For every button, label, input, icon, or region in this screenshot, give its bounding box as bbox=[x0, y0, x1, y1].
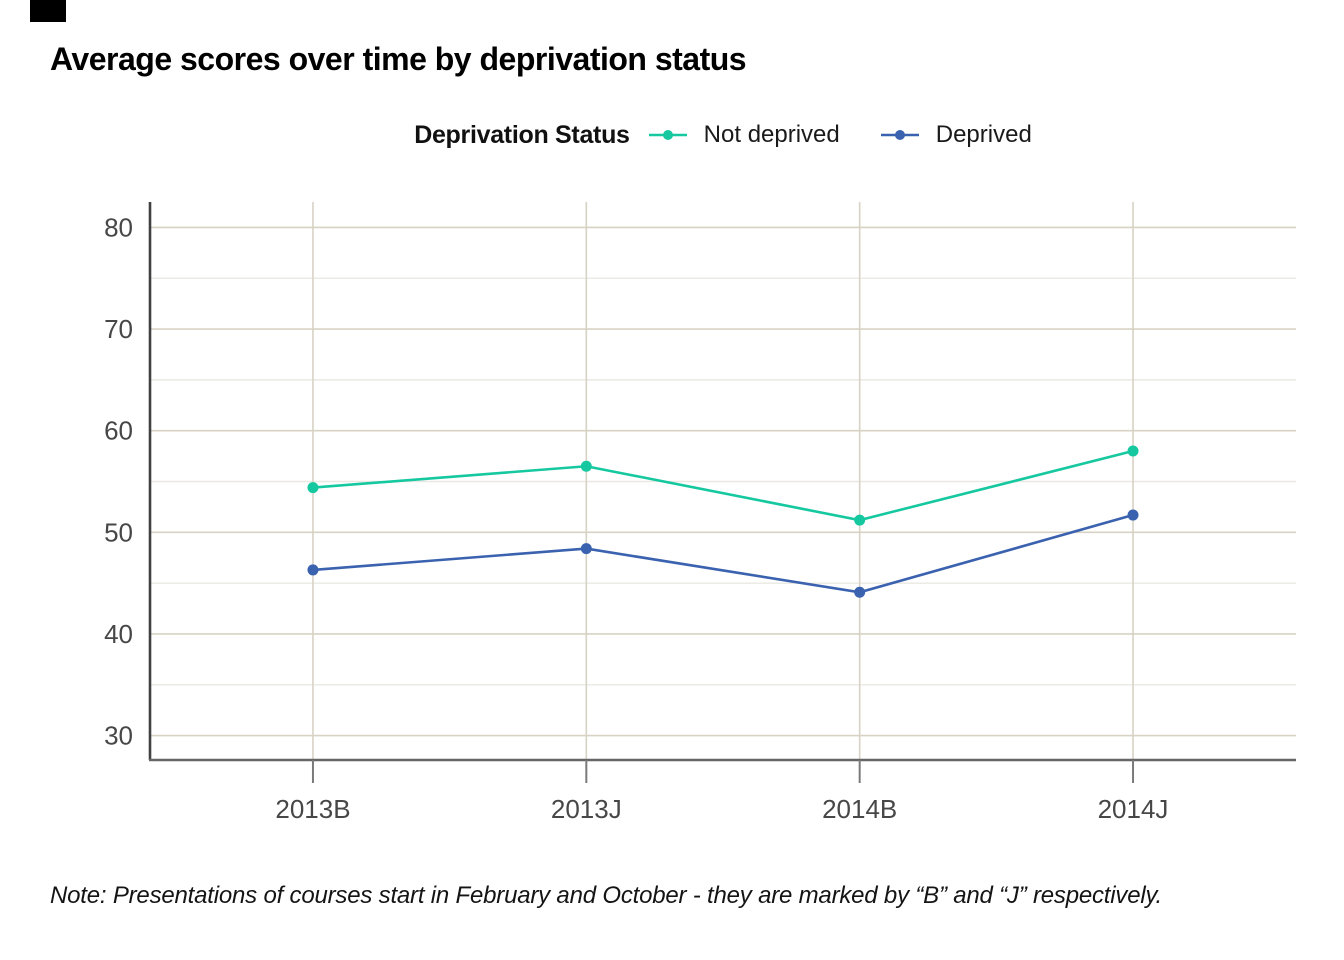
y-tick-label: 40 bbox=[104, 619, 133, 649]
legend-label: Not deprived bbox=[703, 121, 840, 148]
line-marker-key-icon bbox=[648, 130, 687, 140]
y-tick-label: 30 bbox=[104, 721, 133, 751]
y-tick-label: 50 bbox=[104, 517, 133, 547]
chart-title: Average scores over time by deprivation … bbox=[50, 41, 747, 77]
x-tick-label: 2014J bbox=[1098, 794, 1169, 824]
data-point bbox=[1127, 509, 1139, 521]
legend-label: Deprived bbox=[935, 121, 1032, 148]
x-tick-label: 2013B bbox=[275, 794, 350, 824]
legend: Deprivation Status Not deprived Deprived bbox=[150, 118, 1296, 152]
data-point bbox=[307, 482, 319, 494]
legend-item-not-deprived: Not deprived bbox=[648, 121, 840, 149]
data-point bbox=[1127, 445, 1139, 457]
series-line bbox=[312, 513, 1134, 594]
clipped-corner-element bbox=[30, 0, 66, 22]
y-tick-label: 70 bbox=[104, 314, 133, 344]
legend-item-deprived: Deprived bbox=[880, 121, 1032, 149]
y-tick-label: 80 bbox=[104, 212, 133, 242]
data-point bbox=[854, 514, 866, 526]
legend-title: Deprivation Status bbox=[414, 120, 630, 149]
x-tick-label: 2014B bbox=[822, 794, 897, 824]
data-point bbox=[854, 586, 866, 598]
series-line bbox=[312, 449, 1134, 522]
line-marker-key-icon bbox=[880, 130, 919, 140]
y-tick-label: 60 bbox=[104, 416, 133, 446]
data-point bbox=[580, 543, 592, 555]
x-tick-label: 2013J bbox=[551, 794, 622, 824]
footnote: Note: Presentations of courses start in … bbox=[50, 882, 1162, 909]
data-point bbox=[307, 564, 319, 576]
data-point bbox=[580, 460, 592, 472]
